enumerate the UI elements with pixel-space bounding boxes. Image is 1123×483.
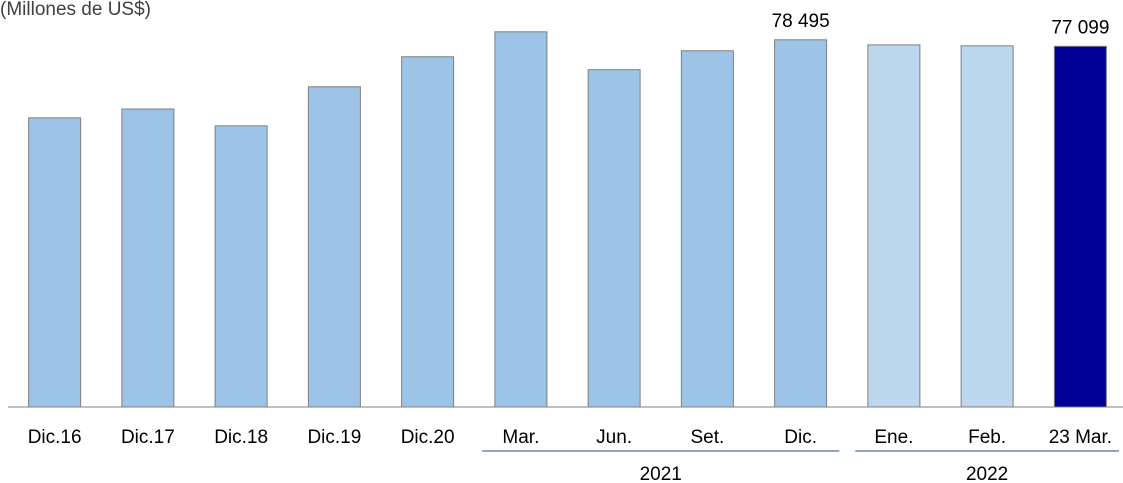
bar [494,31,548,408]
bar [121,108,175,408]
bar [401,56,455,408]
group-label: 2022 [966,464,1008,483]
bar [587,69,641,408]
bar [960,45,1014,408]
bar [28,117,82,408]
x-tick-label: Dic. [784,427,817,448]
x-tick-label: Dic.20 [401,427,455,448]
x-tick-label: 23 Mar. [1049,427,1112,448]
x-tick-label: Set. [690,427,724,448]
bar [214,125,268,408]
x-tick-label: Jun. [596,427,632,448]
value-label: 77 099 [1051,17,1109,38]
bar [680,50,734,408]
x-tick-label: Dic.16 [28,427,82,448]
x-tick-label: Feb. [968,427,1006,448]
x-tick-label: Dic.18 [214,427,268,448]
group-label: 2021 [640,464,682,483]
bar [867,44,921,408]
chart-subtitle: (Millones de US$) [0,0,151,20]
x-tick-label: Mar. [502,427,539,448]
bar [1053,45,1107,408]
bar [307,86,361,408]
x-tick-label: Ene. [874,427,913,448]
x-tick-label: Dic.19 [307,427,361,448]
value-label: 78 495 [772,11,830,32]
x-tick-label: Dic.17 [121,427,175,448]
bar [774,39,828,408]
